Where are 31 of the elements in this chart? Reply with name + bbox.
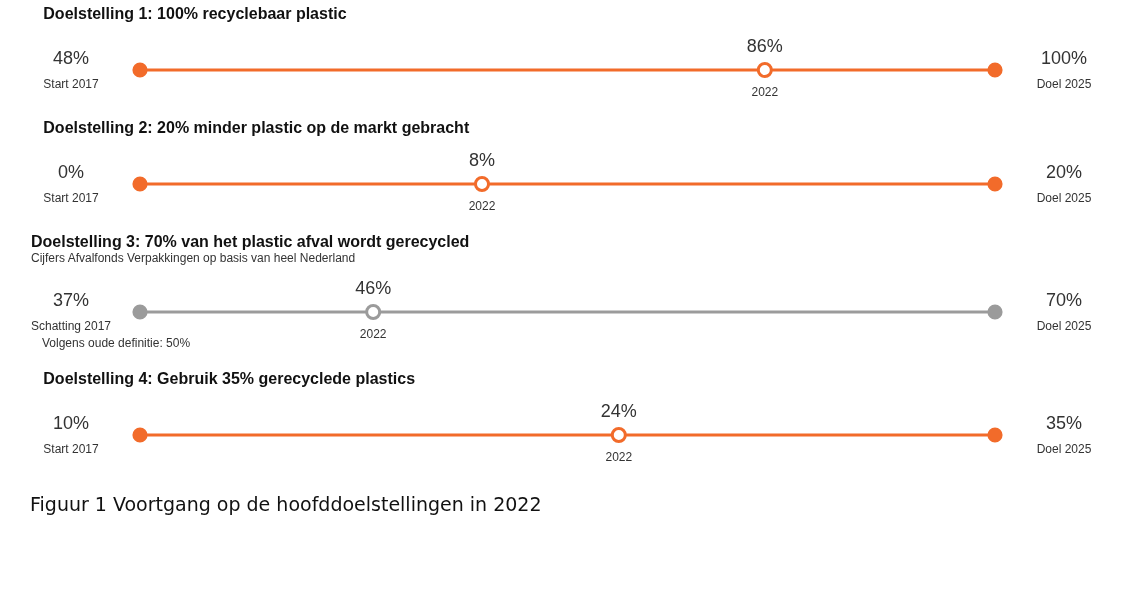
data-label: 10% (52, 413, 90, 433)
text: Doelstelling 2: 20% minder plastic op de markt gebracht (43, 119, 470, 136)
data-label: 86% (746, 36, 783, 56)
text: Figuur 1 Voortgang op de hoofddoelstellingen in 2022 (30, 493, 542, 515)
category-label: 2022 (359, 327, 387, 341)
category-label: Doel 2025 (1036, 191, 1092, 205)
text: Doelstelling 4: Gebruik 35% gerecyclede plastics (43, 370, 416, 387)
category-label: Start 2017 (43, 77, 100, 91)
data-label: 37% (52, 290, 90, 310)
data-label: 20% (1045, 162, 1083, 182)
category-label: Start 2017 (43, 442, 100, 456)
category-label: Schatting 2017 (30, 319, 112, 333)
data-label: 8% (468, 150, 496, 170)
text: Doelstelling 1: 100% recyclebaar plastic (43, 5, 347, 22)
data-label: 35% (1045, 413, 1083, 433)
category-label: Start 2017 (43, 191, 100, 205)
data-label: 48% (52, 48, 90, 68)
data-label: 0% (57, 162, 85, 182)
category-label: 2022 (468, 199, 496, 213)
category-label: Doel 2025 (1036, 77, 1092, 91)
text: Doelstelling 3: 70% van het plastic afval wordt gerecycled (30, 233, 470, 250)
text: Volgens oude definitie: 50% (42, 336, 191, 350)
data-label: 24% (600, 401, 637, 421)
data-label: 100% (1040, 48, 1088, 68)
data-label: 46% (355, 278, 392, 298)
category-label: 2022 (605, 450, 633, 464)
category-label: Doel 2025 (1036, 442, 1092, 456)
text: Cijfers Afvalfonds Verpakkingen op basis van heel Nederland (30, 251, 356, 265)
category-label: Doel 2025 (1036, 319, 1092, 333)
data-label: 70% (1045, 290, 1083, 310)
category-label: 2022 (751, 85, 779, 99)
